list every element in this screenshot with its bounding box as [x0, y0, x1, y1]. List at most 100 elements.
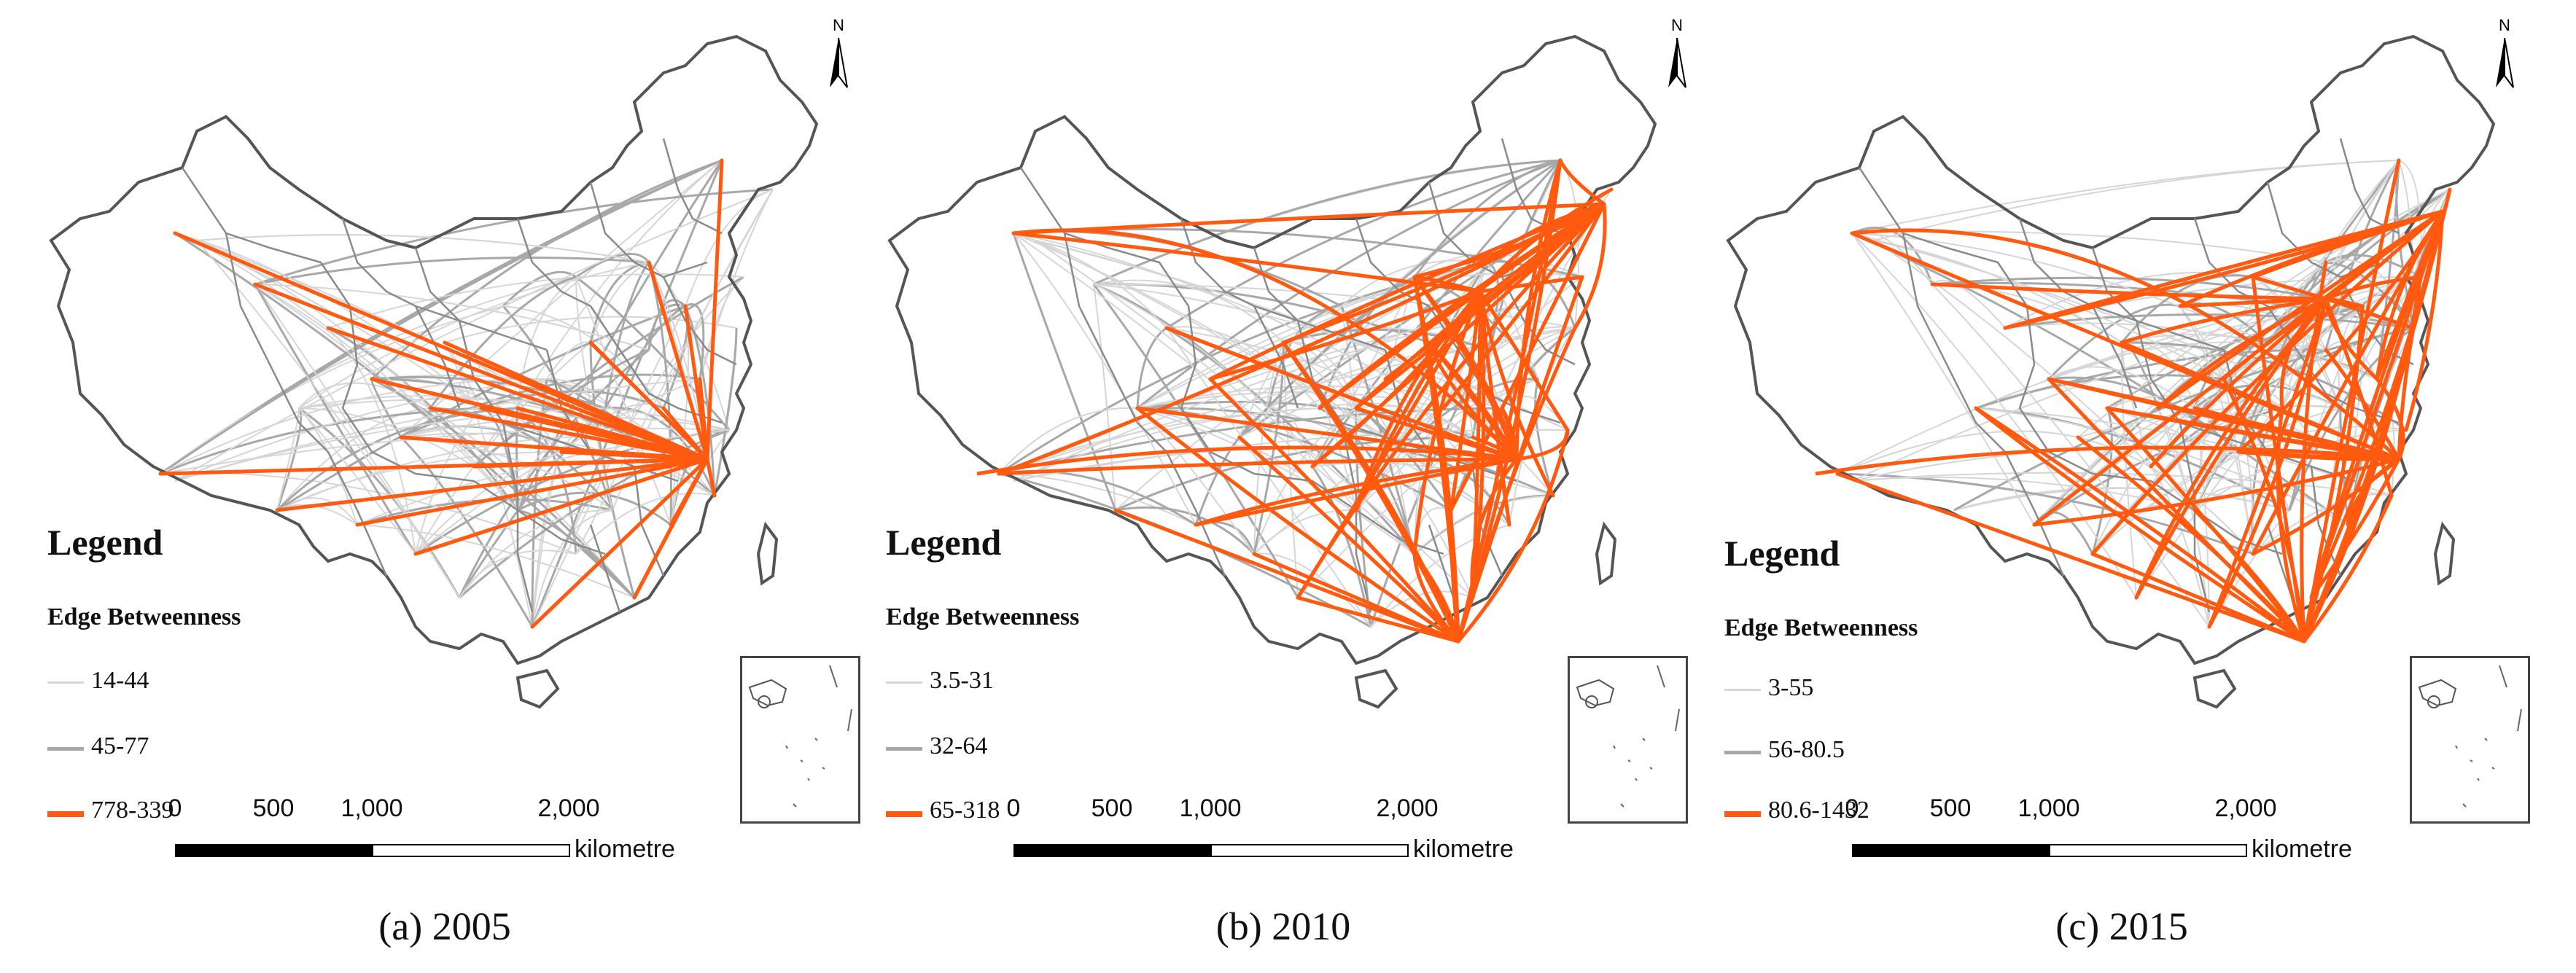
- edge-strong: [2324, 297, 2379, 381]
- legend-label-mid: 56-80.5: [1768, 736, 1845, 763]
- edge-strong: [1208, 289, 1482, 381]
- edge-medium: [517, 509, 636, 599]
- legend-swatch-high: [886, 811, 922, 817]
- edge-weak: [2267, 160, 2400, 343]
- hainan-outline: [515, 668, 560, 709]
- edge-medium: [1534, 378, 1554, 496]
- edge-medium: [1115, 506, 1256, 555]
- edge-weak: [415, 342, 591, 555]
- inset-map: [2418, 665, 2522, 808]
- edge-strong: [2300, 260, 2328, 644]
- edge-weak: [699, 189, 774, 380]
- edge-strong: [2404, 209, 2445, 432]
- edge-weak: [160, 378, 548, 474]
- north-arrow: N: [824, 15, 853, 95]
- edge-strong: [2156, 297, 2328, 410]
- edge-medium: [647, 262, 672, 525]
- province-boundary: [327, 451, 388, 577]
- scale-tick-0: 0: [1845, 794, 1859, 822]
- edge-weak: [327, 273, 744, 329]
- scale-bar: 0 500 1,000 2,000 kilometre: [168, 794, 758, 896]
- edge-weak: [174, 189, 774, 482]
- edge-strong: [661, 406, 709, 461]
- legend-subtitle: Edge Betweenness: [886, 603, 1080, 630]
- edge-strong: [1478, 187, 1614, 294]
- edge-medium: [685, 303, 705, 380]
- edge-medium: [1413, 159, 1561, 278]
- edge-weak: [1268, 407, 1313, 467]
- edge-strong: [173, 231, 709, 461]
- scale-tick-2000: 2,000: [1376, 794, 1439, 822]
- edge-weak: [298, 262, 650, 409]
- panel-caption: (a) 2005: [378, 904, 511, 948]
- edge-medium: [429, 276, 577, 409]
- edge-strong: [1478, 289, 1555, 498]
- edge-weak: [196, 240, 460, 598]
- scale-bar-white: [372, 844, 570, 857]
- edge-weak: [998, 407, 1138, 474]
- edge-medium: [400, 436, 534, 628]
- province-boundary: [2004, 451, 2065, 577]
- scale-bar: 0 500 1,000 2,000 kilometre: [1845, 794, 2435, 896]
- edge-medium: [2004, 313, 2414, 329]
- edge-medium: [160, 407, 482, 475]
- edge-weak: [1093, 283, 1576, 329]
- legend-label-high: 80.6-1432: [1768, 797, 1869, 824]
- legend-swatch-low: [1724, 689, 1761, 691]
- edge-weak: [575, 493, 715, 555]
- edge-medium: [1166, 159, 1561, 329]
- edge-strong: [1974, 406, 2306, 644]
- edge-weak: [2092, 407, 2195, 555]
- inset-map: [1576, 665, 1680, 808]
- north-arrow: N: [2490, 15, 2519, 95]
- map-panel-2005: N Legend Edge Betweenness 14-44 45-77 77…: [7, 0, 860, 973]
- legend-row-high: 65-318: [886, 797, 1105, 833]
- edge-strong: [326, 326, 709, 461]
- edge-strong: [1449, 202, 1606, 512]
- edge-weak: [517, 276, 577, 409]
- edge-medium: [998, 470, 1196, 526]
- edge-weak: [1283, 341, 1357, 409]
- scale-bar-white: [1210, 844, 1409, 857]
- scale-tick-500: 500: [252, 794, 295, 822]
- edge-medium: [459, 429, 730, 599]
- edge-weak: [1093, 279, 1284, 343]
- south-china-sea-inset: [1568, 656, 1688, 824]
- inset-map: [748, 665, 852, 808]
- legend-row-low: 3-55: [1724, 674, 1943, 711]
- north-arrow-icon: N: [1668, 16, 1686, 88]
- edge-weak: [517, 160, 723, 409]
- edge-strong: [1441, 202, 1606, 410]
- edge-strong: [2397, 326, 2416, 461]
- province-boundary: [2091, 305, 2138, 409]
- edge-strong: [530, 457, 709, 629]
- edge-strong: [1573, 202, 1607, 330]
- edge-strong: [428, 406, 709, 461]
- scale-tick-500: 500: [1929, 794, 1972, 822]
- edge-weak: [327, 327, 416, 555]
- edge-strong: [1011, 202, 1606, 235]
- legend-row-high: 778-339: [47, 797, 266, 833]
- edge-medium: [1238, 159, 1561, 439]
- edge-weak: [2004, 322, 2378, 380]
- edge-strong: [1412, 275, 1519, 461]
- scale-tick-2000: 2,000: [537, 794, 600, 822]
- province-boundary: [2018, 305, 2093, 475]
- edge-medium: [254, 188, 774, 286]
- north-label: N: [1671, 16, 1683, 34]
- scale-bar-black: [1852, 844, 2050, 857]
- edge-weak: [298, 407, 416, 555]
- edge-weak: [196, 234, 650, 263]
- legend-swatch-low: [47, 681, 84, 684]
- province-boundary: [414, 305, 461, 409]
- legend-row-mid: 32-64: [886, 732, 1105, 769]
- legend-subtitle: Edge Betweenness: [1724, 614, 1918, 641]
- map-panel-2015: N Legend Edge Betweenness 3-55 56-80.5 8…: [1684, 0, 2530, 973]
- china-outline: [1726, 34, 2496, 665]
- edge-strong: [1815, 445, 2400, 476]
- edge-medium: [2048, 376, 2240, 453]
- north-arrow-icon: N: [830, 16, 848, 88]
- scale-tick-500: 500: [1091, 794, 1133, 822]
- north-arrow-icon: N: [2496, 16, 2514, 88]
- legend-row-mid: 56-80.5: [1724, 736, 1943, 773]
